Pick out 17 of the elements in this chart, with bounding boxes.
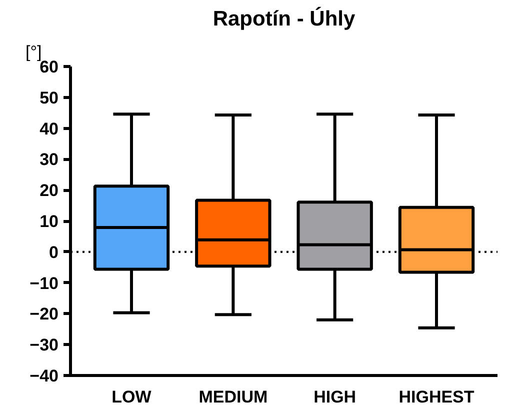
y-tick-label: 60 [40,58,59,76]
y-tick-label: 30 [40,150,59,170]
y-tick-label: −30 [30,336,59,355]
y-tick-label: 50 [40,88,59,108]
x-tick-label: MEDIUM [198,388,268,406]
y-axis-title: [°] [26,42,42,62]
y-tick-label: 0 [49,242,59,262]
x-tick-label: HIGHEST [398,388,475,406]
y-tick-label: −20 [30,304,59,324]
chart-title: Rapotín - Úhly [212,6,356,30]
y-tick-label: −10 [30,274,59,293]
x-tick-label: LOW [112,388,152,406]
y-tick-label: 20 [40,181,59,200]
y-tick-label: 10 [40,212,59,231]
x-tick-label: HIGH [314,388,356,406]
y-tick-label: −40 [30,366,59,386]
y-tick-label: 40 [40,119,59,138]
